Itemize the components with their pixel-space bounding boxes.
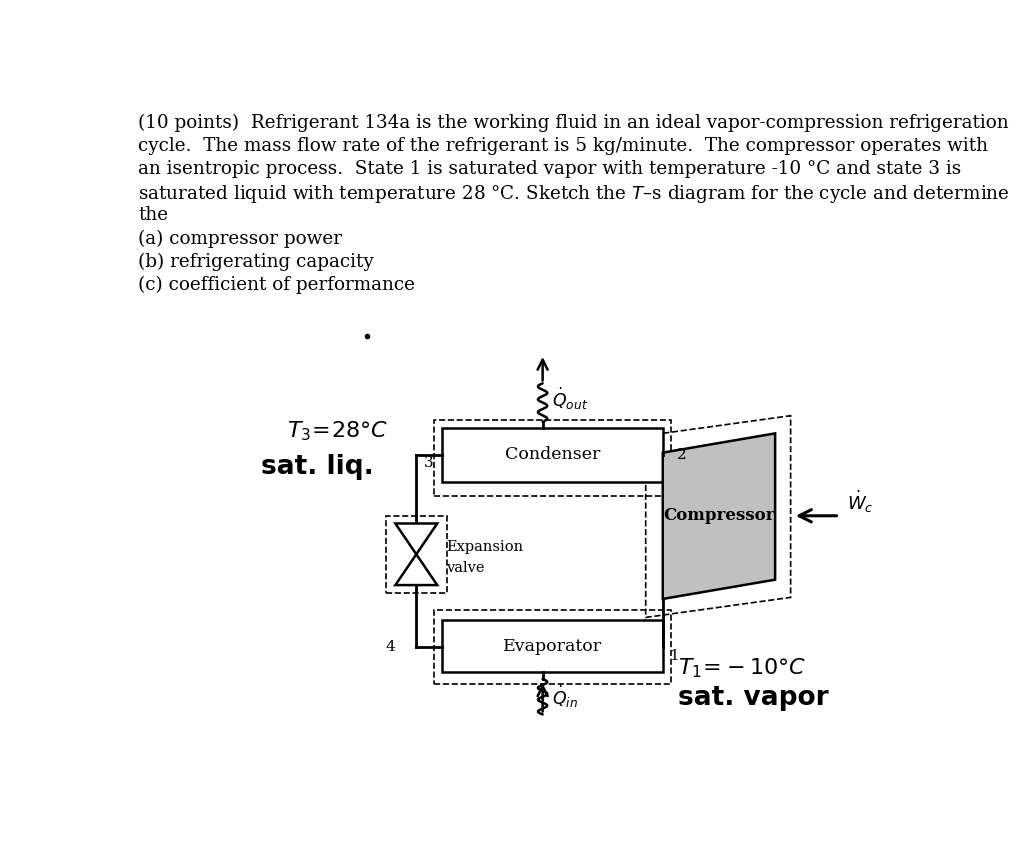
Polygon shape <box>663 433 775 599</box>
Text: sat. liq.: sat. liq. <box>261 453 374 480</box>
Text: $\dot{W}_c$: $\dot{W}_c$ <box>847 489 873 515</box>
Text: (a) compressor power: (a) compressor power <box>138 229 342 248</box>
Text: 2: 2 <box>677 448 686 462</box>
Text: sat. vapor: sat. vapor <box>678 684 828 711</box>
Text: Condenser: Condenser <box>505 447 600 464</box>
Text: valve: valve <box>446 561 485 575</box>
Text: cycle.  The mass flow rate of the refrigerant is 5 kg/minute.  The compressor op: cycle. The mass flow rate of the refrige… <box>138 137 988 155</box>
Text: $\dot{Q}_{out}$: $\dot{Q}_{out}$ <box>552 386 588 412</box>
Bar <box>434 611 671 684</box>
Text: (b) refrigerating capacity: (b) refrigerating capacity <box>138 252 374 271</box>
Text: 4: 4 <box>386 640 395 654</box>
Text: Expansion: Expansion <box>446 540 523 553</box>
Text: 3: 3 <box>424 457 434 470</box>
Text: the: the <box>138 206 168 224</box>
Text: $\dot{Q}_{in}$: $\dot{Q}_{in}$ <box>552 684 578 710</box>
Text: saturated liquid with temperature 28 °C. Sketch the $T$–s diagram for the cycle : saturated liquid with temperature 28 °C.… <box>138 183 1010 205</box>
Bar <box>434 420 671 496</box>
Text: 1: 1 <box>669 649 679 663</box>
Text: $T_3\!=\!28°C$: $T_3\!=\!28°C$ <box>287 420 388 442</box>
Bar <box>386 516 446 593</box>
Text: (10 points)  Refrigerant 134a is the working fluid in an ideal vapor-compression: (10 points) Refrigerant 134a is the work… <box>138 114 1009 132</box>
Text: Evaporator: Evaporator <box>503 638 602 655</box>
Polygon shape <box>395 524 437 554</box>
Polygon shape <box>395 554 437 585</box>
Text: an isentropic process.  State 1 is saturated vapor with temperature -10 °C and s: an isentropic process. State 1 is satura… <box>138 160 962 178</box>
Text: $T_1\!=\!-10°C$: $T_1\!=\!-10°C$ <box>678 656 807 680</box>
Text: (c) coefficient of performance: (c) coefficient of performance <box>138 276 415 294</box>
Text: Compressor: Compressor <box>663 508 774 525</box>
Bar <box>442 620 663 672</box>
Bar <box>442 428 663 482</box>
